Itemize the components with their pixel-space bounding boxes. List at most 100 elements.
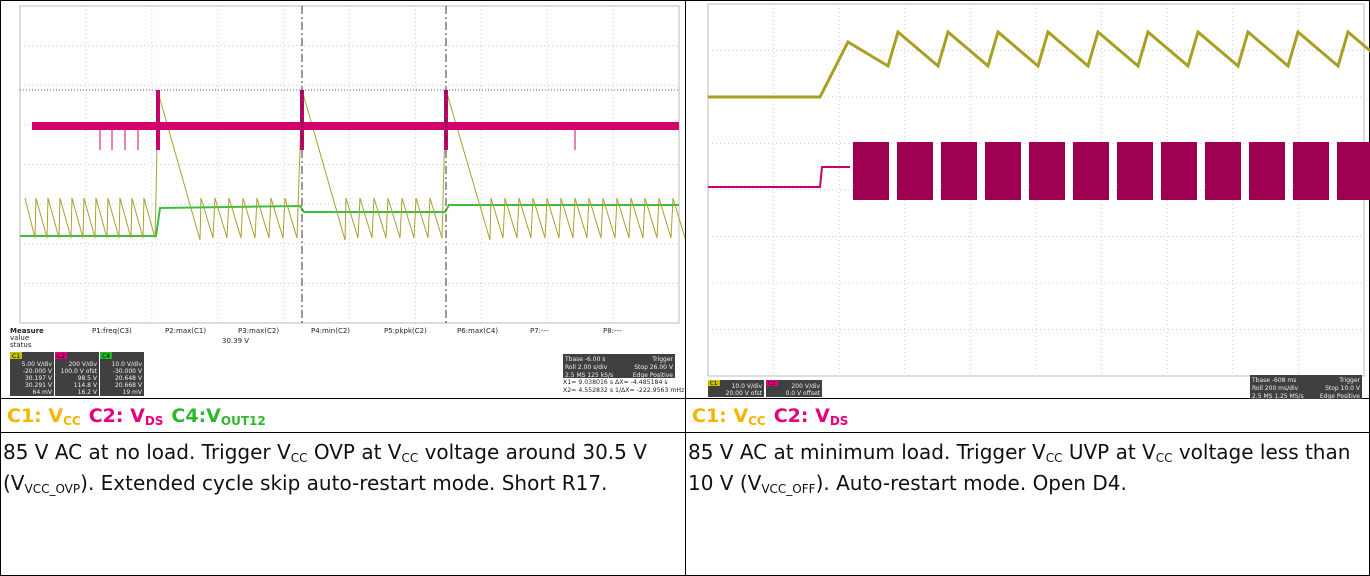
scope-text: value bbox=[10, 334, 29, 342]
channel-header bbox=[55, 352, 67, 359]
channel-header bbox=[10, 352, 22, 359]
trace-c2 bbox=[32, 122, 679, 130]
scope-text: -20.000 V bbox=[23, 368, 53, 375]
scope-text: 10.0 V/div bbox=[732, 383, 763, 390]
caption-text: C1: V bbox=[692, 405, 749, 427]
scope-text: Roll 2.00 s/div bbox=[565, 364, 608, 371]
scope-text: P2:max(C1) bbox=[165, 327, 206, 335]
trace-c2-burst bbox=[1029, 142, 1065, 200]
subscript: VCC_OFF bbox=[761, 482, 816, 496]
caption-subscript: DS bbox=[829, 414, 849, 428]
scope-text: 5.00 V/div bbox=[22, 361, 53, 368]
scope-text: P7:--- bbox=[530, 327, 549, 335]
scope-text: Measure bbox=[10, 327, 44, 335]
trace-c2-burst bbox=[1117, 142, 1153, 200]
scope-text: 2.5 MS 1.25 MS/s bbox=[1252, 393, 1304, 399]
scope-text: 98.5 V bbox=[78, 375, 98, 382]
subscript: CC bbox=[1045, 451, 1063, 465]
scope-text: C1 bbox=[710, 381, 717, 387]
caption-segment: C1: VCC bbox=[692, 405, 766, 427]
trace-c2-burst bbox=[941, 142, 977, 200]
channel-header bbox=[100, 352, 112, 359]
trace-c2-burst bbox=[1293, 142, 1329, 200]
trace-c2-burst bbox=[1337, 142, 1370, 200]
scope-text: X2= 4.552832 s 1/ΔX= -222.9563 mHz bbox=[563, 387, 684, 394]
scope-text: P4:min(C2) bbox=[311, 327, 350, 335]
description: 85 V AC at minimum load. Trigger VCC UVP… bbox=[685, 432, 1370, 576]
text: UVP at V bbox=[1062, 440, 1156, 464]
scope-text: 30.291 V bbox=[25, 382, 53, 389]
caption-text: C4:V bbox=[171, 405, 221, 427]
caption: C1: VCC C2: VDS C4:VOUT12 bbox=[0, 398, 686, 433]
scope-text: 10.0 V/div bbox=[112, 361, 143, 368]
scope-text: C1 bbox=[12, 353, 20, 360]
channel-box bbox=[766, 380, 822, 397]
caption-text: C2: V bbox=[773, 405, 830, 427]
subscript: VCC_OVP bbox=[24, 482, 81, 496]
timebase-box bbox=[563, 354, 675, 378]
scope-text: -30.000 V bbox=[113, 368, 143, 375]
caption-segment: C1: VCC bbox=[7, 405, 81, 427]
caption-segment: C2: VDS bbox=[774, 405, 849, 427]
scope-text: 30.197 V bbox=[25, 375, 53, 382]
caption-subscript: OUT12 bbox=[220, 414, 266, 428]
channel-box bbox=[55, 352, 99, 396]
text: voltage less than 10 V (V bbox=[688, 440, 1351, 495]
trace-c2-burst bbox=[985, 142, 1021, 200]
scope-text: 0.0 V offset bbox=[786, 390, 821, 397]
scope-text: 20.668 V bbox=[115, 382, 143, 389]
text: ). Extended cycle skip auto-restart mode… bbox=[80, 471, 608, 495]
caption-segment: C4:VOUT12 bbox=[171, 405, 265, 427]
channel-box bbox=[708, 380, 764, 397]
trace-c2-burst bbox=[1205, 142, 1241, 200]
scope-text: 19 mV bbox=[123, 389, 143, 396]
caption-subscript: CC bbox=[748, 414, 766, 428]
channel-box bbox=[10, 352, 54, 396]
caption-segment: C2: VDS bbox=[89, 405, 164, 427]
caption-subscript: DS bbox=[144, 414, 164, 428]
scope-text: Tbase -6.00 s bbox=[564, 356, 605, 363]
channel-header bbox=[766, 380, 778, 386]
scope-text: 20.00 V ofst bbox=[726, 390, 763, 397]
scope-text: Trigger bbox=[1338, 377, 1360, 384]
scope-text: Stop 26.00 V bbox=[634, 364, 674, 371]
channel-header bbox=[708, 380, 720, 386]
scope-text: C2 bbox=[768, 381, 775, 387]
trace-c2-burst bbox=[1073, 142, 1109, 200]
scope-text: 2.5 MS 125 kS/s bbox=[565, 372, 613, 379]
trace-c2-burst bbox=[853, 142, 889, 200]
trace-c2-burst bbox=[1249, 142, 1285, 200]
trace-c2-spike bbox=[156, 90, 160, 150]
scope-text: status bbox=[10, 341, 32, 349]
scope-text: P8:--- bbox=[603, 327, 622, 335]
subscript: CC bbox=[290, 451, 308, 465]
scope-text: Edge Positive bbox=[1320, 393, 1360, 399]
description: 85 V AC at no load. Trigger VCC OVP at V… bbox=[0, 432, 686, 576]
scope-text: P5:pkpk(C2) bbox=[384, 327, 427, 335]
timebase-box bbox=[1250, 375, 1362, 399]
caption-text: C1: V bbox=[7, 405, 64, 427]
text: ). Auto-restart mode. Open D4. bbox=[815, 471, 1127, 495]
text: OVP at V bbox=[307, 440, 402, 464]
scope-text: P3:max(C2) bbox=[238, 327, 279, 335]
caption-subscript: CC bbox=[63, 414, 81, 428]
caption: C1: VCC C2: VDS bbox=[685, 398, 1370, 433]
scope-text: Tbase -608 ms bbox=[1251, 377, 1296, 384]
scope-text: 114.8 V bbox=[74, 382, 98, 389]
scope-text: 30.39 V bbox=[222, 337, 249, 345]
trace-c1 bbox=[24, 89, 686, 241]
scope-text: 16.2 V bbox=[78, 389, 98, 396]
scope-text: 100.0 V ofst bbox=[61, 368, 98, 375]
scope-text: 200 V/div bbox=[68, 361, 97, 368]
scope-text: C4 bbox=[102, 353, 110, 360]
subscript: CC bbox=[1155, 451, 1173, 465]
scope-text: P6:max(C4) bbox=[457, 327, 498, 335]
scope-text: 20.648 V bbox=[115, 375, 143, 382]
scope-text: 64 mV bbox=[33, 389, 53, 396]
text: 85 V AC at no load. Trigger V bbox=[3, 440, 291, 464]
scope-text: C2 bbox=[57, 353, 65, 360]
trace-c2-burst bbox=[897, 142, 933, 200]
trace-c1 bbox=[708, 29, 1370, 99]
